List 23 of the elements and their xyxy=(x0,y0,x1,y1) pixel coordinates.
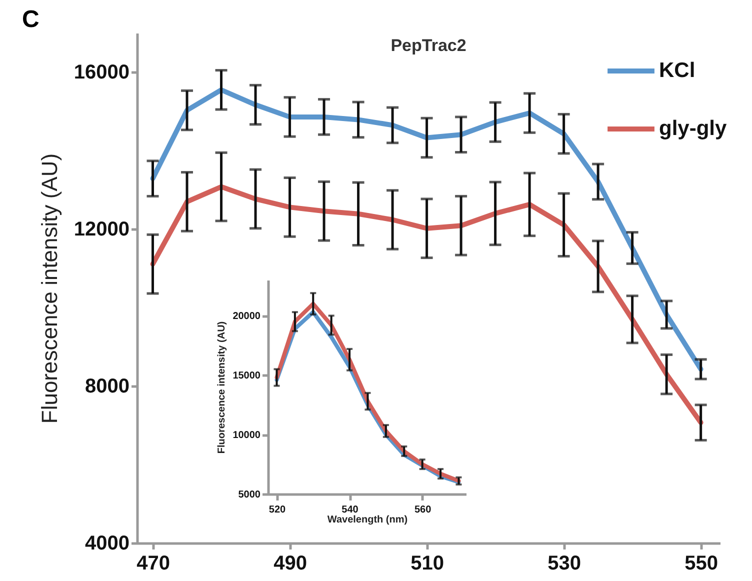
x-tick-label: 510 xyxy=(410,552,444,574)
y-tick-label: 4000 xyxy=(85,532,130,554)
legend-label: gly-gly xyxy=(659,117,727,140)
x-tick-label: 490 xyxy=(274,552,307,574)
y-tick-label: 8000 xyxy=(85,376,130,398)
x-tick-label: 540 xyxy=(342,504,359,516)
x-axis-title: Wavelength (nm) xyxy=(327,514,408,526)
chart-title: PepTrac2 xyxy=(390,36,466,55)
y-tick-label: 10000 xyxy=(232,430,261,442)
x-tick-label: 530 xyxy=(548,552,581,574)
x-tick-label: 550 xyxy=(684,552,718,574)
x-tick-label: 520 xyxy=(268,504,286,516)
y-tick-label: 15000 xyxy=(232,370,261,382)
y-tick-label: 16000 xyxy=(74,62,130,84)
y-axis-title: Fluorescence intensity (AU) xyxy=(216,321,228,454)
y-axis-title: Fluorescence intensity (AU) xyxy=(36,153,62,424)
y-tick-label: 5000 xyxy=(238,490,261,500)
y-tick-label: 20000 xyxy=(232,311,261,322)
legend-label: KCl xyxy=(659,59,696,82)
x-tick-label: 470 xyxy=(136,552,170,574)
text: C xyxy=(22,6,40,34)
x-tick-label: 560 xyxy=(414,504,432,516)
y-tick-label: 12000 xyxy=(74,218,130,241)
